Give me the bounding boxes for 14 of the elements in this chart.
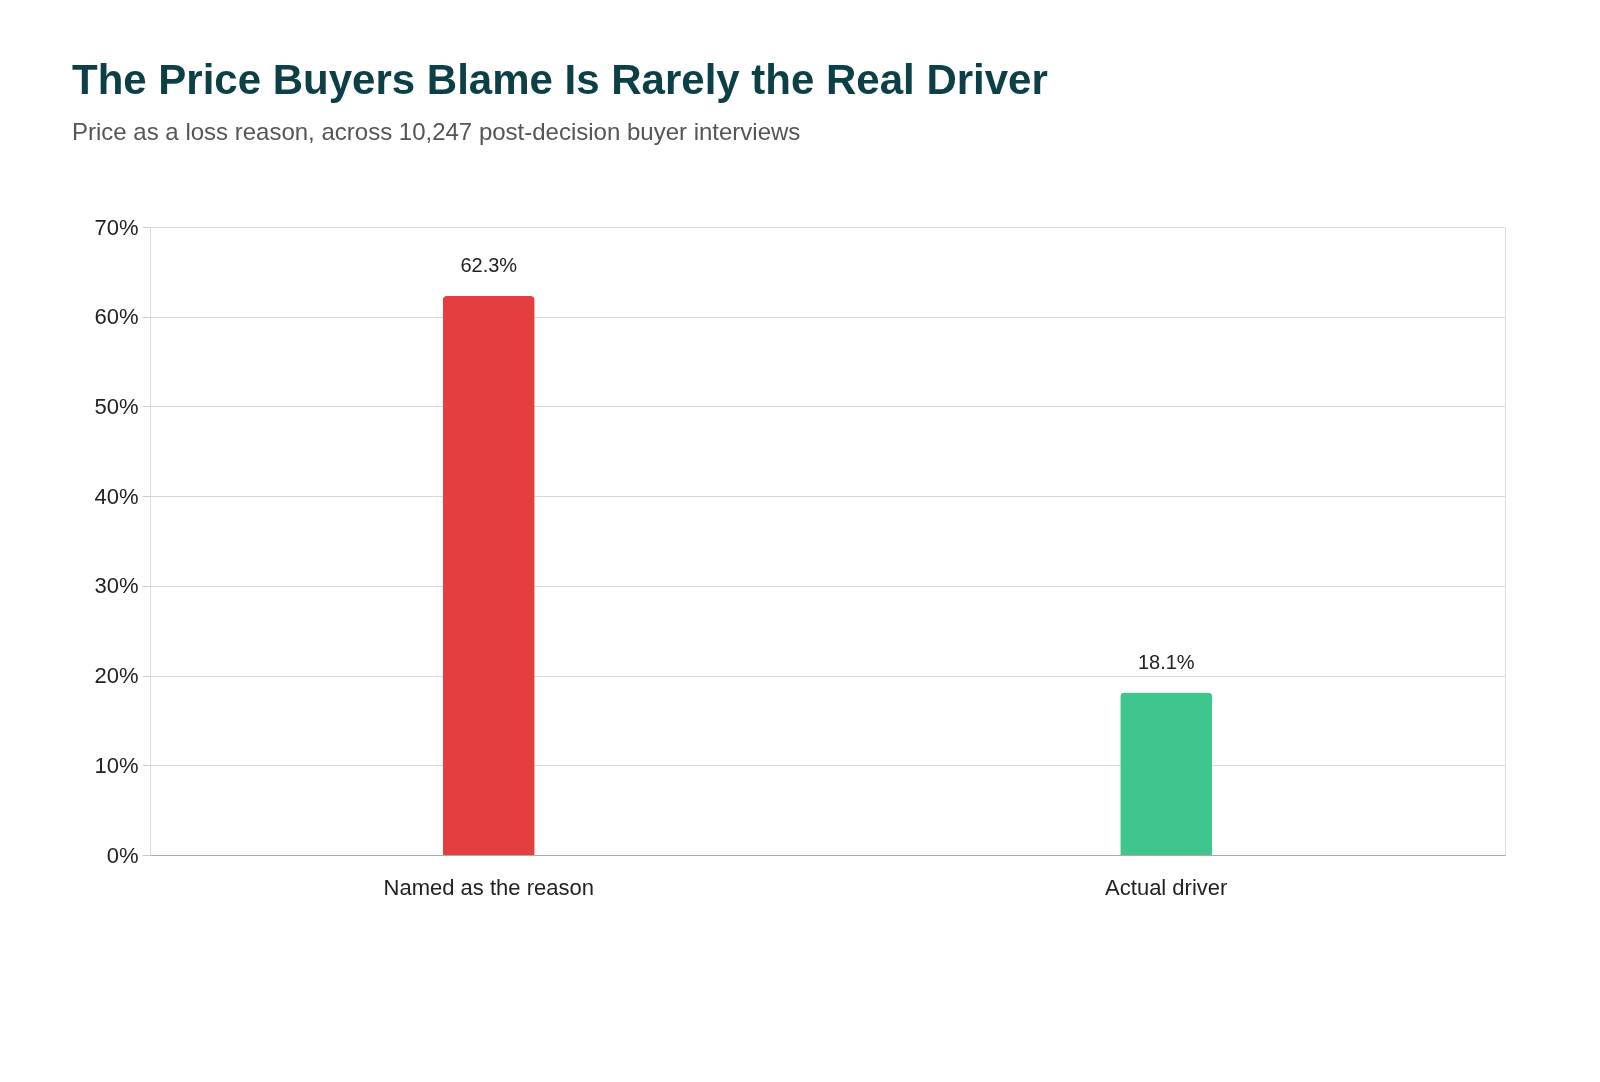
data-label: 18.1% bbox=[1137, 650, 1195, 673]
y-tick-label: 30% bbox=[94, 573, 139, 599]
y-tick-label: 60% bbox=[94, 304, 139, 330]
chart-subtitle: Price as a loss reason, across 10,247 post-decision buyer interviews bbox=[72, 118, 801, 145]
data-label: 62.3% bbox=[460, 254, 518, 277]
y-tick-label: 50% bbox=[94, 393, 139, 419]
x-tick-label: Named as the reason bbox=[383, 874, 594, 900]
y-tick-label: 0% bbox=[106, 842, 139, 868]
y-tick-label: 20% bbox=[94, 663, 139, 689]
y-tick-label: 10% bbox=[94, 752, 139, 778]
y-tick-label: 40% bbox=[94, 483, 139, 509]
x-tick-label: Actual driver bbox=[1105, 874, 1228, 900]
chart-title: The Price Buyers Blame Is Rarely the Real Driver bbox=[72, 56, 1048, 103]
y-tick-label: 70% bbox=[94, 214, 139, 240]
